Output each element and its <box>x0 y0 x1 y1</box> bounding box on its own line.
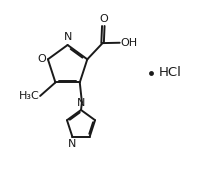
Text: N: N <box>77 98 85 108</box>
Text: OH: OH <box>121 38 138 48</box>
Text: O: O <box>99 14 108 24</box>
Text: O: O <box>37 54 46 64</box>
Text: HCl: HCl <box>158 66 181 79</box>
Text: N: N <box>63 32 72 42</box>
Text: N: N <box>68 139 77 149</box>
Text: H₃C: H₃C <box>19 91 39 101</box>
